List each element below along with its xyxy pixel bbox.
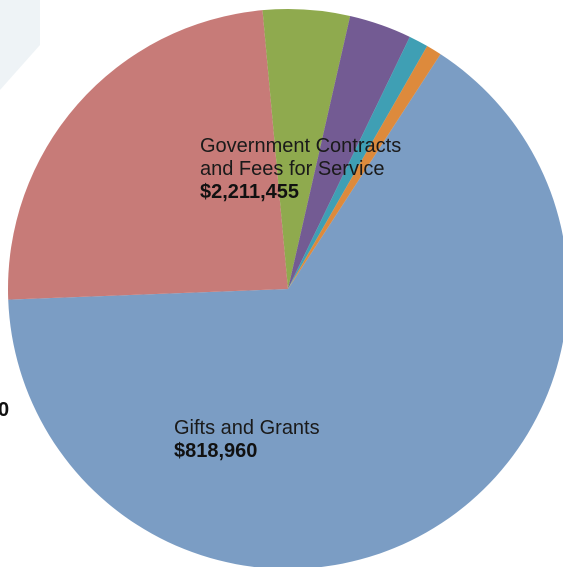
slice-value: $818,960 [174,440,257,462]
slice-label-line: Government Contracts [200,135,401,157]
pie-slices [7,8,563,567]
pie-slice-5 [288,36,428,290]
slice-label-2: Gifts and Grants $818,960 [174,417,320,462]
slice-value: $2,211,455 [200,181,299,203]
pie-slice-3 [262,8,351,290]
pie-slice-6 [288,46,441,290]
slice-label-1: Government Contracts and Fees for Service… [200,135,401,203]
pie-slice-1 [8,54,563,567]
offscreen-label-fragment: 0 [0,399,9,421]
slice-label-line: and Fees for Service [200,158,385,180]
pie-labels: Government Contracts and Fees for Service… [174,135,401,462]
pie-slice-4 [288,15,410,290]
slice-label-line: Gifts and Grants [174,417,320,439]
pie-slice-2 [7,10,289,300]
background-shape [0,0,40,90]
